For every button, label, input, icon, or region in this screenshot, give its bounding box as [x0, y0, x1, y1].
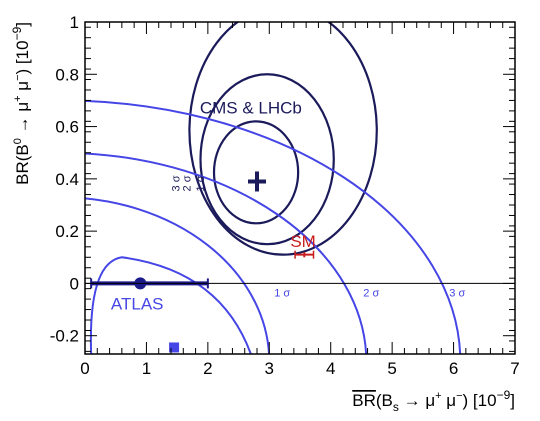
x-tick-label: 4 [326, 359, 335, 378]
x-title-overline-br: BR [352, 391, 376, 410]
y-tick-label: 0.2 [55, 222, 79, 241]
x-title-mu2: μ [442, 391, 457, 410]
x-title-exp: −9 [497, 388, 511, 402]
x-axis-title: BR(Bs → μ+ μ−) [10−9] [352, 388, 515, 414]
x-title-args: (B [376, 391, 393, 410]
x-title-mid: → μ [399, 391, 435, 410]
tick-layer: 0 1 2 3 4 5 6 7-0.200.20.40.60.81 [50, 13, 520, 378]
atlas-contour-3sigma [85, 100, 462, 354]
y-title-pre: BR(B [13, 144, 32, 185]
atlas-contour-1sigma [85, 197, 271, 354]
x-title-sub: s [393, 400, 399, 414]
atlas-square-marker [169, 342, 180, 353]
x-tick-label: 3 [265, 359, 274, 378]
y-tick-label: 0.8 [55, 65, 79, 84]
x-tick-label: 7 [510, 359, 519, 378]
y-title-mid: → μ [13, 102, 32, 138]
y-tick-label: 1 [70, 13, 79, 32]
y-tick-label: -0.2 [50, 327, 79, 346]
cms-lhcb-label: CMS & LHCb [200, 98, 302, 117]
y-title-sup1: + [12, 95, 24, 101]
y-tick-label: 0.4 [55, 170, 79, 189]
x-tick-label: 5 [387, 359, 396, 378]
cms-contour-1sigma [212, 120, 300, 225]
y-title-sup0: 0 [12, 138, 24, 144]
x-tick-label: 1 [142, 359, 151, 378]
y-title-exp: −9 [10, 26, 24, 40]
cms-sigma-label-2: 2 σ [181, 175, 193, 191]
x-tick-label: 6 [449, 359, 458, 378]
x-title-sup2: − [456, 390, 462, 402]
cms-sigma-label-1: 1 σ [195, 175, 207, 191]
marker-layer [90, 171, 315, 353]
contour-layer [85, 22, 462, 354]
cms-sigma-label-3: 3 σ [170, 175, 182, 191]
atlas-sigma-label-2: 2 σ [363, 287, 379, 299]
x-title-close: ) [10 [463, 391, 497, 410]
x-tick-label: 0 [80, 359, 89, 378]
y-title-sup2: − [12, 74, 24, 80]
cms-contour-2sigma [199, 73, 335, 246]
y-tick-label: 0.6 [55, 118, 79, 137]
atlas-inner-contour [89, 256, 252, 354]
y-axis-title: BR(B0 → μ+ μ−) [10−9] [10, 22, 32, 185]
cms-contour-3sigma [188, 22, 378, 256]
x-title-sup1: + [435, 390, 441, 402]
atlas-sigma-label-1: 1 σ [274, 287, 290, 299]
y-tick-label: 0 [70, 274, 79, 293]
y-title-end: ] [13, 22, 32, 27]
y-title-close: ) [10 [13, 40, 32, 74]
atlas-label: ATLAS [111, 295, 164, 314]
y-title-mu2: μ [13, 81, 32, 96]
sm-label: SM [290, 232, 316, 251]
plot-frame [84, 21, 516, 355]
atlas-sigma-label-3: 3 σ [449, 287, 465, 299]
x-tick-label: 2 [203, 359, 212, 378]
atlas-contour-2sigma [85, 152, 368, 354]
x-title-end: ] [510, 391, 515, 410]
